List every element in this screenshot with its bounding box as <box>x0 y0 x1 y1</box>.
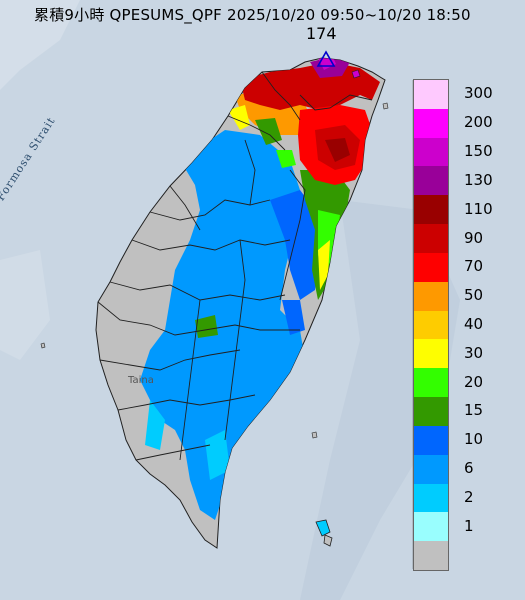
legend-label: 20 <box>464 372 484 391</box>
legend-label: 30 <box>464 343 484 362</box>
legend-swatch <box>414 541 448 571</box>
legend-swatch <box>414 166 448 196</box>
county-boundaries <box>97 71 373 461</box>
north-islet <box>351 69 361 79</box>
east-coast-islet <box>311 431 318 439</box>
legend-swatch <box>414 512 448 542</box>
legend-label: 50 <box>464 286 484 305</box>
legend-label: 150 <box>464 142 493 161</box>
rainfall-legend <box>413 79 449 571</box>
east-islet <box>382 102 389 110</box>
legend-swatch <box>414 425 448 455</box>
legend-label: 110 <box>464 199 493 218</box>
max-value-marker <box>316 50 336 67</box>
max-rainfall-value: 174 <box>306 24 337 43</box>
city-label: Taina <box>128 375 154 386</box>
legend-label: 40 <box>464 315 484 333</box>
legend-label: 90 <box>464 228 484 247</box>
legend-swatch <box>414 483 448 513</box>
legend-label: 2 <box>464 487 474 506</box>
legend-swatch <box>414 80 448 109</box>
legend-swatch <box>414 281 448 311</box>
legend-swatch <box>414 195 448 225</box>
map-title: 累積9小時 QPESUMS_QPF 2025/10/20 09:50~10/20… <box>34 6 471 24</box>
legend-swatch <box>414 310 448 340</box>
legend-swatch <box>414 137 448 167</box>
legend-label: 6 <box>464 459 474 478</box>
legend-label: 130 <box>464 170 493 189</box>
orchid-island <box>323 534 333 547</box>
legend-swatch <box>414 339 448 369</box>
legend-label: 200 <box>464 113 493 132</box>
legend-swatch <box>414 368 448 398</box>
legend-label: 70 <box>464 257 484 276</box>
green-island <box>315 519 331 537</box>
legend-swatch <box>414 454 448 484</box>
legend-swatch <box>414 108 448 138</box>
legend-label: 300 <box>464 84 493 103</box>
legend-label: 15 <box>464 401 484 420</box>
legend-label: 1 <box>464 516 474 535</box>
penghu-islet <box>40 342 46 349</box>
legend-swatch <box>414 224 448 254</box>
legend-label: 10 <box>464 430 484 449</box>
legend-swatch <box>414 397 448 427</box>
legend-swatch <box>414 252 448 282</box>
